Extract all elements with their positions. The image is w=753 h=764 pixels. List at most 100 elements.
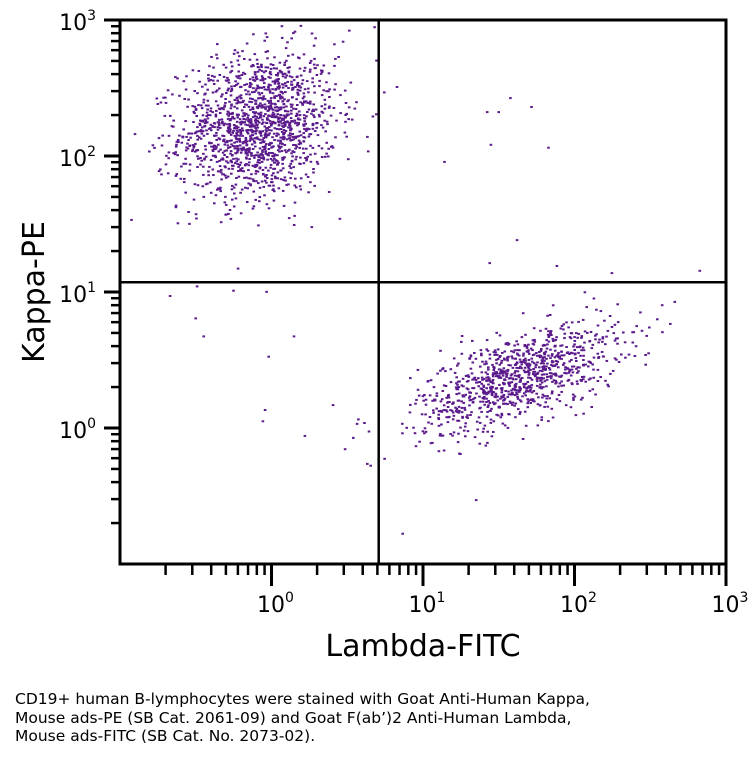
data-point	[527, 352, 531, 355]
data-point	[204, 104, 208, 107]
data-point	[164, 163, 168, 166]
data-point	[185, 75, 188, 78]
data-point	[199, 129, 203, 132]
data-point	[308, 62, 312, 64]
data-point	[287, 183, 290, 186]
data-point	[536, 361, 539, 364]
data-point	[219, 126, 222, 129]
data-point	[238, 55, 241, 58]
data-point	[276, 149, 280, 152]
data-point	[278, 61, 282, 64]
data-point	[224, 176, 228, 179]
x-tick-label: 101	[409, 590, 446, 618]
data-point	[226, 144, 230, 147]
data-point	[437, 418, 441, 421]
data-point	[515, 340, 518, 343]
data-point	[536, 403, 540, 406]
data-point	[540, 381, 544, 384]
data-point	[267, 85, 270, 88]
data-point	[261, 151, 264, 153]
data-point	[581, 346, 585, 349]
data-point	[547, 146, 550, 149]
data-point	[485, 397, 488, 400]
data-point	[496, 399, 500, 402]
data-point	[223, 122, 226, 125]
data-point	[303, 69, 306, 72]
data-point	[237, 126, 240, 129]
data-point	[245, 42, 249, 45]
data-point	[264, 70, 268, 73]
data-point	[260, 86, 264, 89]
data-point	[282, 106, 286, 109]
data-point	[202, 152, 205, 155]
data-point	[485, 111, 489, 114]
data-point	[184, 88, 188, 91]
data-point	[275, 67, 278, 70]
data-point	[276, 120, 280, 123]
data-point	[491, 378, 495, 381]
data-point	[296, 104, 299, 106]
data-point	[218, 138, 222, 141]
data-point	[307, 91, 310, 94]
data-point	[455, 409, 458, 412]
data-point	[264, 166, 268, 169]
data-point	[188, 169, 191, 172]
data-point	[529, 347, 533, 350]
data-point	[504, 372, 508, 375]
data-point	[271, 92, 275, 95]
data-point	[167, 151, 171, 154]
data-point	[543, 405, 546, 408]
data-point	[488, 409, 492, 412]
data-point	[470, 372, 474, 375]
data-point	[237, 165, 240, 168]
data-point	[291, 133, 294, 135]
data-point	[321, 126, 325, 129]
data-point	[244, 136, 248, 139]
data-point	[424, 403, 428, 406]
data-point	[496, 372, 499, 375]
data-point	[571, 371, 575, 374]
data-point	[287, 137, 291, 140]
data-point	[512, 387, 515, 390]
data-point	[259, 86, 262, 89]
data-point	[644, 354, 647, 356]
data-point	[248, 58, 252, 61]
data-point	[575, 332, 578, 335]
data-point	[228, 139, 232, 142]
data-point	[261, 145, 265, 148]
data-point	[490, 407, 493, 410]
data-point	[263, 179, 267, 182]
data-point	[343, 89, 347, 92]
data-point	[224, 174, 227, 177]
data-point	[299, 156, 302, 159]
data-point	[253, 154, 256, 157]
data-point	[178, 134, 181, 137]
data-point	[269, 105, 273, 108]
data-point	[251, 108, 254, 110]
data-point	[447, 393, 450, 396]
data-point	[468, 396, 471, 399]
data-point	[278, 150, 281, 153]
data-point	[224, 79, 228, 82]
data-point	[293, 144, 296, 146]
data-point	[291, 155, 294, 158]
data-point	[244, 138, 248, 141]
data-point	[251, 131, 254, 134]
data-point	[538, 404, 542, 407]
data-point	[518, 358, 522, 361]
data-point	[206, 132, 209, 135]
data-point	[268, 72, 272, 74]
data-point	[217, 187, 220, 190]
data-point	[288, 165, 291, 168]
data-point	[475, 420, 479, 423]
data-point	[460, 335, 464, 337]
data-point	[191, 148, 195, 151]
data-point	[309, 100, 312, 103]
data-point	[309, 68, 312, 71]
data-point	[522, 352, 525, 355]
data-point	[231, 131, 234, 134]
data-point	[309, 144, 312, 147]
data-point	[527, 349, 530, 352]
data-point	[558, 382, 562, 385]
data-point	[251, 123, 254, 126]
